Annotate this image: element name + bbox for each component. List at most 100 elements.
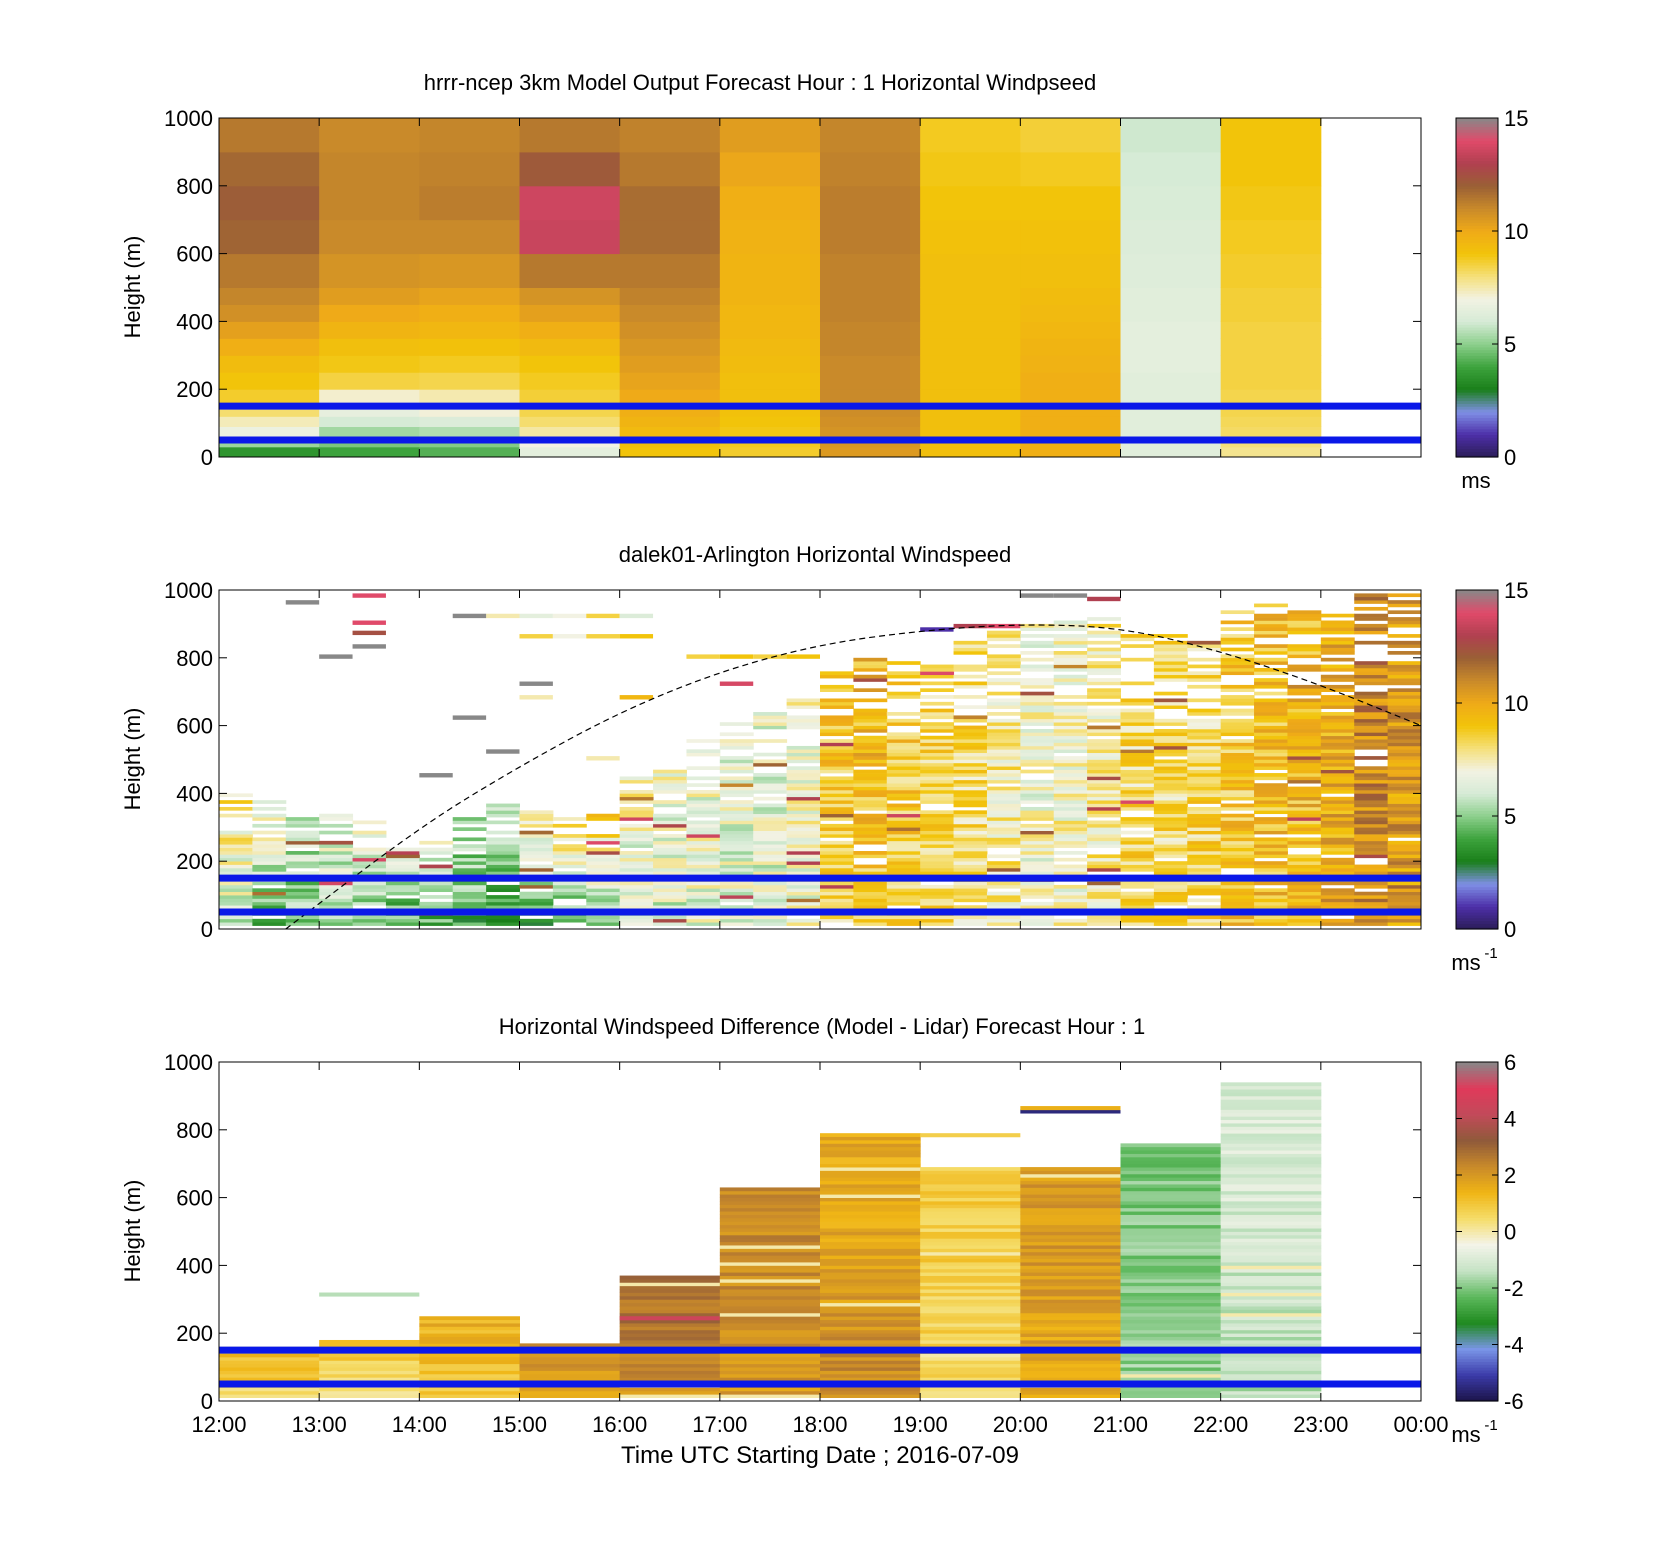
heatmap-cell — [252, 844, 287, 848]
colorbar-swatch — [1456, 847, 1498, 851]
heatmap-cell — [1387, 834, 1422, 838]
heatmap-cell — [1220, 1275, 1322, 1280]
heatmap-cell — [452, 613, 487, 619]
heatmap-cell — [1053, 657, 1088, 662]
colorbar-swatch — [1456, 417, 1498, 421]
heatmap-cell — [1354, 695, 1389, 699]
heatmap-cell — [486, 884, 520, 889]
heatmap-cell — [385, 867, 420, 872]
heatmap-cell — [686, 739, 721, 743]
colorbar-swatch — [1456, 211, 1498, 215]
heatmap-cell — [1287, 613, 1322, 618]
heatmap-cell — [1053, 871, 1088, 876]
heatmap-cell — [1053, 637, 1088, 642]
heatmap-cell — [1187, 742, 1222, 747]
heatmap-cell — [686, 793, 721, 798]
heatmap-cell — [552, 854, 587, 859]
colorbar-swatch — [1456, 711, 1498, 715]
heatmap-cell — [920, 1309, 1021, 1314]
colorbar-swatch — [1456, 1282, 1498, 1286]
heatmap-cell — [1354, 854, 1389, 859]
heatmap-cell — [1220, 1326, 1322, 1331]
heatmap-cell — [1120, 1200, 1222, 1205]
colorbar-swatch — [1456, 736, 1498, 741]
heatmap-cell — [686, 840, 721, 845]
heatmap-cell — [1120, 406, 1222, 417]
heatmap-cell — [1287, 630, 1322, 635]
heatmap-cell — [419, 1333, 520, 1337]
heatmap-cell — [1153, 651, 1188, 655]
heatmap-cell — [1087, 827, 1121, 831]
heatmap-cell — [1220, 1370, 1322, 1375]
heatmap-cell — [319, 867, 354, 872]
heatmap-cell — [486, 851, 520, 855]
heatmap-cell — [920, 1387, 1021, 1392]
colorbar-swatch — [1456, 216, 1498, 221]
heatmap-cell — [820, 1190, 921, 1195]
heatmap-cell — [853, 739, 888, 743]
heatmap-cell — [1120, 793, 1155, 798]
heatmap-cell — [586, 813, 621, 818]
colorbar-swatch — [1456, 657, 1498, 662]
heatmap-cell — [986, 800, 1021, 804]
heatmap-cell — [820, 355, 921, 373]
heatmap-cell — [1153, 813, 1188, 818]
heatmap-cell — [1053, 708, 1088, 713]
colorbar-swatch — [1456, 279, 1498, 283]
heatmap-cell — [1020, 759, 1055, 764]
heatmap-cell — [619, 881, 654, 886]
heatmap-cell — [1187, 847, 1222, 852]
heatmap-cell — [1120, 891, 1155, 896]
heatmap-cell — [986, 728, 1021, 733]
heatmap-cell — [419, 446, 520, 458]
heatmap-cell — [953, 922, 988, 926]
x-tick-label: 15:00 — [492, 1412, 547, 1437]
heatmap-cell — [1320, 695, 1355, 699]
heatmap-cell — [1254, 891, 1288, 896]
heatmap-cell — [1320, 725, 1355, 730]
heatmap-cell — [1254, 861, 1288, 865]
heatmap-cell — [1120, 1228, 1222, 1232]
heatmap-cell — [653, 844, 687, 848]
colorbar-swatch — [1456, 423, 1498, 427]
heatmap-cell — [986, 844, 1021, 848]
heatmap-cell — [686, 834, 721, 838]
heatmap-cell — [920, 749, 955, 754]
heatmap-cell — [1020, 219, 1121, 255]
heatmap-cell — [519, 857, 554, 862]
colorbar-swatch — [1456, 813, 1498, 817]
heatmap-cell — [820, 1323, 921, 1327]
heatmap-cell — [619, 1295, 721, 1300]
colorbar-swatch — [1456, 349, 1498, 354]
heatmap-cell — [1120, 1343, 1222, 1348]
heatmap-cell — [1120, 722, 1155, 726]
heatmap-cell — [853, 728, 888, 733]
colorbar-swatch — [1456, 151, 1498, 156]
heatmap-cell — [1120, 1390, 1222, 1395]
heatmap-cell — [1287, 786, 1322, 791]
heatmap-cell — [886, 739, 921, 743]
heatmap-cell — [252, 864, 287, 869]
heatmap-cell — [1320, 786, 1355, 791]
heatmap-cell — [1354, 884, 1389, 889]
heatmap-cell — [1153, 671, 1188, 676]
heatmap-cell — [619, 1339, 721, 1344]
heatmap-cell — [1320, 779, 1355, 784]
heatmap-cell — [1220, 1238, 1322, 1243]
heatmap-cell — [1387, 739, 1422, 743]
colorbar-swatch — [1456, 784, 1498, 789]
heatmap-cell — [1020, 1248, 1121, 1253]
heatmap-cell — [886, 857, 921, 862]
heatmap-cell — [1254, 871, 1288, 876]
heatmap-cell — [619, 321, 721, 339]
heatmap-cell — [519, 891, 554, 896]
heatmap-cell — [719, 1292, 821, 1297]
colorbar-swatch — [1456, 669, 1498, 673]
heatmap-cell — [820, 918, 854, 923]
colorbar-swatch — [1456, 1392, 1498, 1396]
colorbar-swatch — [1456, 451, 1498, 455]
heatmap-cell — [719, 253, 821, 288]
heatmap-cell — [1087, 810, 1121, 815]
heatmap-cell — [786, 891, 821, 896]
heatmap-cell — [986, 793, 1021, 798]
